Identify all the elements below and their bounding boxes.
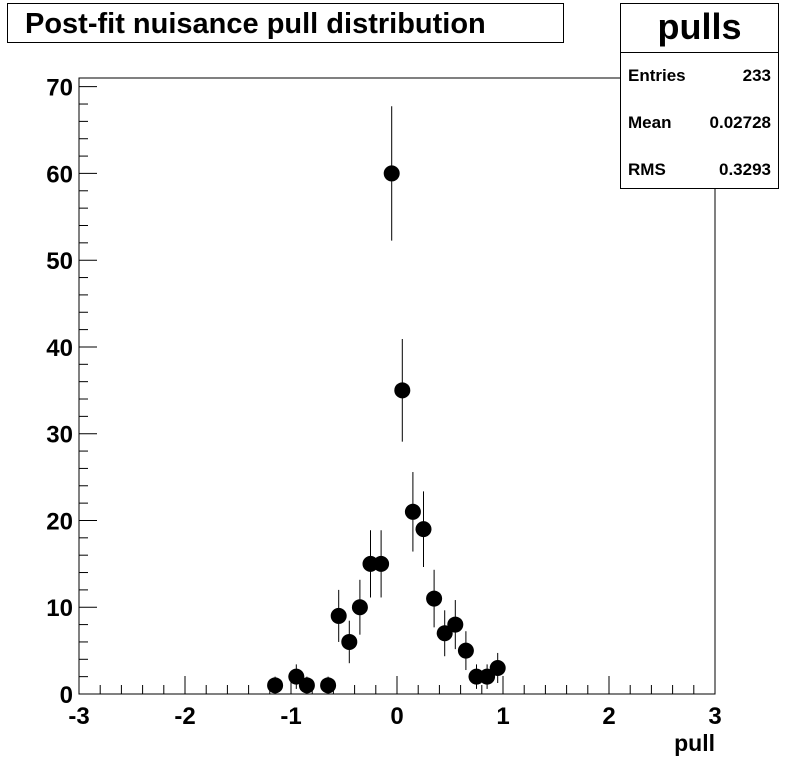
stats-mean-value: 0.02728 [709, 113, 771, 132]
y-tick-label: 70 [46, 75, 73, 102]
data-point [404, 503, 421, 520]
y-tick-label: 0 [60, 682, 73, 709]
stats-rms-label: RMS [628, 160, 666, 179]
stats-row-entries: Entries 233 [628, 66, 771, 90]
stats-entries-label: Entries [628, 66, 686, 85]
data-point [383, 165, 400, 182]
y-tick-label: 50 [46, 248, 73, 275]
data-point [330, 607, 347, 624]
data-point [415, 521, 432, 538]
data-point [426, 590, 443, 607]
x-tick-label: 3 [708, 703, 721, 730]
y-tick-label: 10 [46, 595, 73, 622]
data-point [479, 668, 496, 685]
data-point [436, 625, 453, 642]
data-point [298, 677, 315, 694]
data-point [394, 382, 411, 399]
stats-title: pulls [621, 4, 778, 53]
chart-title-box: Post-fit nuisance pull distribution [7, 3, 564, 43]
stats-mean-label: Mean [628, 113, 672, 132]
x-tick-label: -1 [280, 703, 301, 730]
y-tick-label: 40 [46, 335, 73, 362]
data-point [267, 677, 284, 694]
stats-rms-value: 0.3293 [719, 160, 771, 179]
data-point [351, 599, 368, 616]
y-tick-label: 20 [46, 508, 73, 535]
data-point [373, 555, 390, 572]
x-tick-label: -3 [68, 703, 89, 730]
data-point [447, 616, 464, 633]
x-tick-label: 2 [602, 703, 615, 730]
x-tick-label: -2 [174, 703, 195, 730]
data-point [288, 668, 305, 685]
y-tick-label: 30 [46, 422, 73, 449]
data-point [489, 659, 506, 676]
data-point [341, 633, 358, 650]
data-point [457, 642, 474, 659]
x-tick-label: 0 [390, 703, 403, 730]
x-tick-label: 1 [496, 703, 509, 730]
y-tick-label: 60 [46, 161, 73, 188]
data-point [320, 677, 337, 694]
stats-box: pulls Entries 233 Mean 0.02728 RMS 0.329… [620, 3, 779, 189]
x-axis-label: pull [674, 730, 715, 756]
stats-row-mean: Mean 0.02728 [628, 113, 771, 137]
stats-entries-value: 233 [742, 66, 771, 85]
stats-row-rms: RMS 0.3293 [628, 160, 771, 184]
chart-title: Post-fit nuisance pull distribution [25, 8, 486, 40]
